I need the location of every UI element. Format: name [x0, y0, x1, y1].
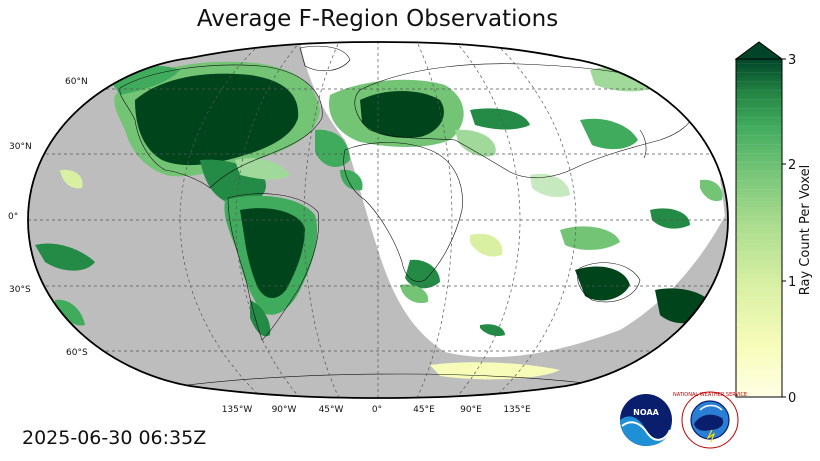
lon-label-135w: 135°W — [222, 405, 253, 415]
lat-label-30n: 30°N — [9, 142, 32, 152]
graticule — [28, 42, 728, 398]
lat-label-0: 0° — [8, 212, 18, 222]
patch-south-pacific — [55, 299, 85, 326]
patch-pacific-northeast — [700, 179, 723, 202]
observation-timestamp: 2025-06-30 06:35Z — [22, 427, 207, 449]
globe-outline — [27, 41, 729, 399]
gridline-lon-45w — [303, 42, 340, 398]
coast-antarctica — [149, 373, 641, 391]
gridline-lon-90e — [455, 42, 521, 398]
lat-label-30s: 30°S — [9, 285, 31, 295]
coast-japan — [639, 129, 647, 159]
patch-southern-africa — [405, 259, 440, 289]
patch-west-africa — [340, 169, 363, 191]
noaa-logo-text: NOAA — [633, 408, 659, 417]
colorbar-bands — [736, 59, 782, 397]
patch-caribbean — [235, 158, 290, 180]
patch-southern-ocean — [480, 324, 505, 337]
colorbar-label: Ray Count Per Voxel — [798, 165, 813, 295]
globe-layer — [28, 42, 728, 398]
patch-south-atlantic — [400, 284, 429, 304]
lon-label-90e: 90°E — [460, 405, 482, 415]
coast-africa — [343, 142, 463, 282]
noaa-logo: NOAA — [620, 394, 672, 446]
nws-logo-text: NATIONAL WEATHER SERVICE — [673, 392, 747, 398]
patch-india — [530, 173, 570, 198]
coast-greenland — [299, 45, 351, 72]
patch-indian-ocean — [470, 233, 503, 257]
patch-pacific-east — [650, 208, 690, 229]
colorbar-tick-2: 2 — [788, 158, 796, 173]
patch-europe-core — [360, 91, 444, 138]
lon-label-45e: 45°E — [413, 405, 435, 415]
lat-label-60n: 60°N — [65, 77, 88, 87]
map-title: Average F-Region Observations — [196, 6, 559, 32]
gridline-lon-45e — [416, 42, 453, 398]
patch-north-america-core — [135, 73, 299, 166]
nws-logo: NATIONAL WEATHER SERVICE — [673, 391, 747, 449]
coast-australia — [577, 262, 641, 303]
observation-patches — [35, 61, 723, 380]
patch-indonesia — [560, 226, 620, 250]
colorbar-extend-arrow — [734, 41, 784, 60]
lat-label-60s: 60°S — [66, 348, 88, 358]
gridline-lon-135e — [493, 42, 577, 398]
lon-label-90w: 90°W — [272, 405, 297, 415]
coast-eurasia — [354, 63, 697, 179]
lon-label-45w: 45°W — [319, 405, 344, 415]
coast-south-america — [227, 193, 320, 341]
patch-south-america-core — [240, 208, 305, 299]
colorbar-tick-3: 3 — [788, 53, 796, 68]
lon-label-135e: 135°E — [503, 405, 531, 415]
colorbar-tick-1: 1 — [788, 275, 796, 290]
colorbar-tick-0: 0 — [788, 391, 796, 406]
gridline-lon-135w — [179, 42, 263, 398]
coast-north-america — [119, 64, 323, 189]
patch-australia — [575, 266, 630, 301]
patch-mid-pacific — [60, 169, 83, 189]
patch-north-atlantic — [315, 129, 350, 167]
lon-label-0: 0° — [372, 405, 382, 415]
coastlines — [119, 45, 697, 391]
patch-russia — [470, 108, 530, 130]
patch-east-asia — [580, 118, 638, 150]
gridline-lon-90w — [235, 42, 301, 398]
patch-middle-east — [455, 129, 496, 157]
patch-patagonia — [250, 300, 271, 337]
patch-hawaii — [35, 243, 95, 271]
colorbar: 3 2 1 0 Ray Count Per Voxel — [734, 41, 813, 406]
